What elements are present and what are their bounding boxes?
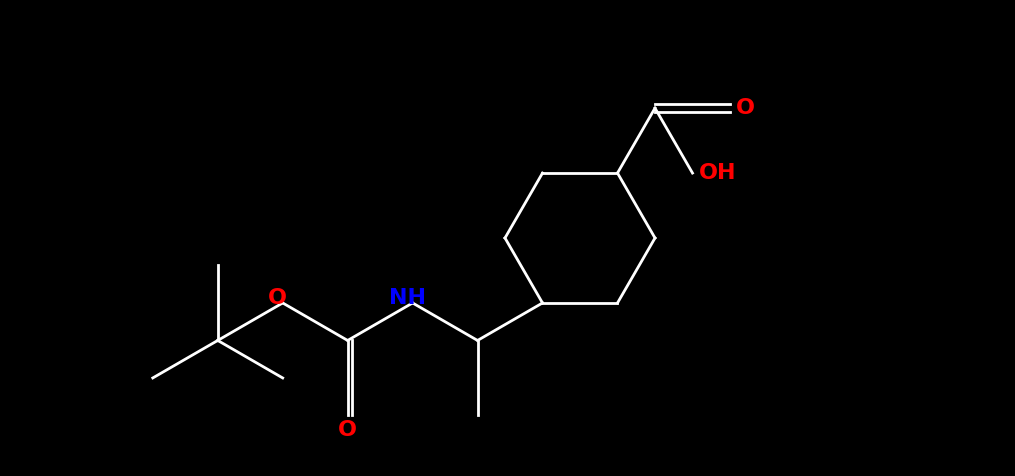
Text: O: O (338, 420, 357, 440)
Text: OH: OH (698, 163, 736, 183)
Text: NH: NH (389, 288, 426, 308)
Text: O: O (736, 98, 754, 118)
Text: O: O (268, 288, 287, 308)
